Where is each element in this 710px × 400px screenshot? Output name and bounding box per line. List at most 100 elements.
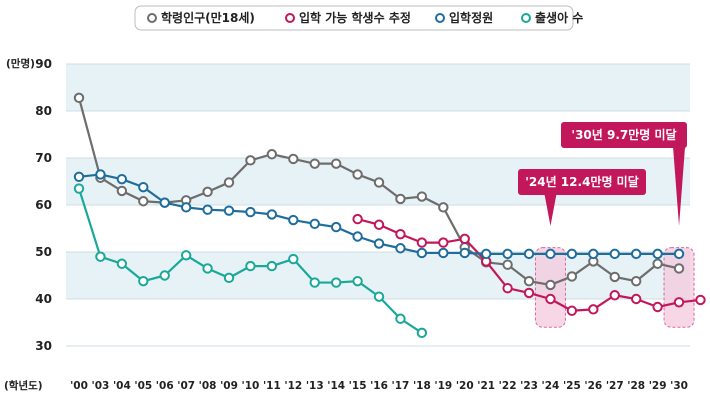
data-point: [95, 169, 106, 180]
data-point: [395, 228, 406, 240]
data-point: [652, 258, 663, 269]
y-tick-label: 70: [35, 151, 52, 165]
data-point: [630, 275, 642, 287]
callout-box: [518, 169, 646, 195]
x-tick-label: '17: [392, 380, 410, 392]
highlight-region: [663, 247, 695, 328]
x-tick-label: '26: [584, 380, 602, 392]
data-point: [416, 327, 428, 339]
legend-label: 입학정원: [449, 10, 493, 25]
data-point: [588, 304, 599, 315]
data-point: [545, 248, 556, 260]
data-point: [309, 218, 320, 230]
data-point: [566, 305, 578, 316]
x-tick-label: '05: [134, 380, 152, 392]
data-point: [180, 250, 192, 261]
data-point: [630, 293, 642, 305]
x-tick-label: '30: [670, 380, 688, 392]
x-tick-label: '29: [649, 380, 667, 392]
data-point: [373, 219, 385, 230]
x-tick-label: '06: [156, 380, 174, 392]
data-point: [523, 287, 535, 299]
data-point: [352, 213, 363, 225]
data-point: [159, 270, 170, 281]
data-point: [352, 231, 363, 242]
x-tick-label: '19: [434, 380, 452, 392]
data-point: [352, 169, 363, 180]
data-point: [330, 221, 342, 233]
x-tick-label: '18: [413, 380, 431, 392]
data-point: [459, 233, 470, 245]
data-point: [330, 158, 342, 169]
y-tick-label: 40: [35, 292, 52, 306]
data-point: [566, 271, 578, 282]
legend-label: 출생아 수: [535, 10, 583, 25]
data-point: [223, 272, 235, 284]
data-point: [459, 247, 470, 259]
data-point: [309, 158, 320, 169]
data-point: [202, 263, 213, 274]
data-point: [245, 155, 256, 166]
data-point: [266, 209, 278, 220]
callout-pointer: [673, 147, 686, 226]
x-tick-label: '22: [499, 380, 517, 392]
data-point: [116, 173, 128, 185]
background-band: [66, 252, 690, 299]
x-tick-label: '21: [477, 380, 495, 392]
x-tick-label: '12: [284, 380, 302, 392]
x-tick-label: '27: [606, 380, 624, 392]
x-tick-label: '16: [370, 380, 388, 392]
x-tick-label: '28: [627, 380, 645, 392]
data-point: [180, 202, 192, 213]
callout-box: [561, 122, 687, 148]
x-tick-label: '04: [113, 380, 131, 392]
data-point: [438, 247, 449, 259]
data-point: [73, 92, 85, 104]
x-axis-unit-label: (학년도): [4, 379, 43, 392]
y-axis-unit-label: (만명): [6, 57, 35, 70]
data-point: [95, 251, 106, 262]
data-point: [523, 275, 535, 287]
x-tick-label: '11: [263, 380, 281, 392]
data-point: [245, 206, 256, 218]
data-point: [545, 293, 556, 305]
data-point: [138, 181, 149, 193]
data-point: [695, 294, 706, 306]
legend-marker: [435, 13, 445, 23]
data-point: [116, 258, 128, 269]
x-tick-label: '00: [70, 380, 88, 392]
x-tick-label: '10: [242, 380, 260, 392]
data-point: [373, 291, 385, 302]
y-tick-label: 30: [35, 339, 52, 353]
data-point: [116, 185, 128, 197]
data-point: [352, 275, 363, 287]
legend-label: 학령인구(만18세): [161, 10, 255, 25]
data-point: [416, 191, 428, 202]
x-tick-label: '25: [563, 380, 581, 392]
data-point: [673, 263, 685, 274]
x-tick-label: '14: [327, 380, 345, 392]
data-point: [223, 205, 235, 216]
y-tick-label: 90: [35, 57, 52, 71]
y-tick-label: 80: [35, 104, 52, 118]
data-point: [223, 177, 235, 188]
data-point: [202, 204, 213, 215]
data-point: [630, 248, 642, 260]
data-point: [416, 237, 428, 248]
data-point: [138, 275, 149, 287]
data-point: [609, 290, 620, 301]
y-tick-label: 50: [35, 245, 52, 259]
chart-grid: [66, 63, 690, 347]
y-axis-ticks: 90 80 70 60 50 40 30: [35, 57, 52, 353]
data-point: [245, 260, 256, 272]
callout-label: '24년 12.4만명 미달: [525, 174, 639, 189]
data-point: [502, 259, 513, 270]
data-point: [609, 248, 620, 260]
series-group: [352, 213, 706, 316]
chart-legend: 학령인구(만18세) 입학 가능 학생수 추정 입학정원 출생아 수: [134, 5, 583, 31]
data-point: [652, 248, 663, 260]
x-tick-label: '15: [349, 380, 367, 392]
data-point: [609, 271, 620, 283]
x-tick-label: '09: [220, 380, 238, 392]
legend-marker: [285, 13, 295, 23]
